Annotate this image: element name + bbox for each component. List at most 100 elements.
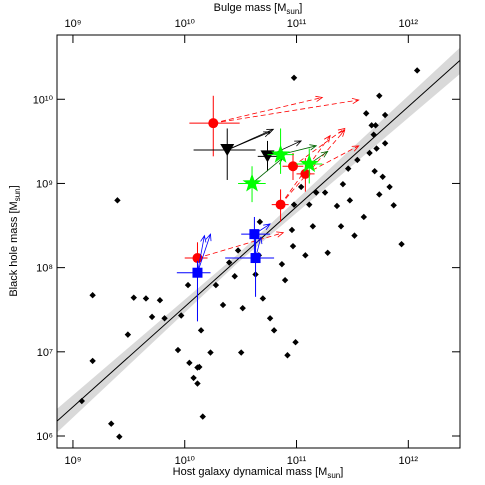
point [116, 433, 123, 440]
point [156, 297, 164, 304]
point [290, 201, 298, 208]
arrow-shaft [197, 234, 211, 273]
arrow-head [351, 145, 360, 152]
point [309, 223, 317, 230]
point [239, 304, 246, 312]
point [288, 226, 296, 234]
point [226, 259, 233, 266]
point [270, 327, 278, 334]
point [297, 183, 305, 191]
point [345, 165, 352, 172]
label-part: ] [8, 185, 20, 188]
x-axis-title: Host galaxy dynamical mass [Msun] [173, 466, 344, 480]
y-tick-label: 10⁹ [36, 178, 53, 190]
point [114, 197, 121, 204]
plot-area [57, 47, 460, 440]
point [370, 131, 377, 138]
arrow-shaft [213, 99, 359, 124]
point [148, 313, 156, 321]
point [284, 352, 291, 359]
point [390, 202, 397, 209]
y-tick-label: 10⁶ [36, 431, 53, 443]
marker-circle [287, 161, 298, 172]
marker-circle [275, 199, 286, 210]
point [124, 331, 132, 338]
label-sub: sun [13, 188, 22, 201]
point [238, 349, 245, 356]
label-part: Bulge mass [M [214, 2, 287, 14]
point [366, 149, 373, 157]
point [290, 74, 298, 81]
marker-triangle [220, 143, 235, 156]
marker-star [242, 173, 262, 192]
point [371, 167, 378, 175]
point [337, 223, 345, 230]
arrow-head [266, 128, 275, 135]
point [313, 189, 320, 196]
point [379, 173, 386, 180]
arrow-head [338, 129, 346, 137]
arrow-head [200, 234, 207, 243]
point [354, 156, 361, 164]
x2-tick-label: 10⁹ [64, 18, 81, 30]
point [346, 197, 354, 204]
y-axis-title: Black hole mass [Msun] [8, 185, 22, 296]
marker-circle [300, 168, 311, 179]
plot-frame [56, 34, 461, 449]
marker-square [192, 267, 203, 278]
point [266, 315, 274, 322]
point [289, 242, 297, 250]
point [381, 111, 389, 119]
arrow-head [263, 223, 271, 230]
arrow-head [294, 140, 303, 147]
point [231, 273, 238, 280]
marker-triangle [260, 150, 275, 163]
point [196, 363, 203, 371]
point [89, 292, 96, 299]
x-tick-label: 10¹¹ [287, 455, 307, 467]
point [381, 140, 389, 147]
point [372, 122, 379, 129]
point [199, 413, 206, 420]
point [373, 145, 380, 152]
arrow-head [205, 233, 212, 242]
point [281, 276, 289, 284]
label-part: Black hole mass [M [8, 201, 20, 296]
label-sub: sun [286, 7, 299, 16]
label-part: ] [299, 2, 302, 14]
point [161, 315, 168, 322]
point [413, 67, 421, 74]
point [89, 357, 96, 365]
x-tick-label: 10¹⁰ [175, 455, 196, 467]
point [130, 294, 137, 301]
point [207, 349, 214, 356]
arrow-shaft [197, 235, 205, 273]
x2-tick-label: 10¹¹ [287, 18, 307, 30]
point [376, 191, 383, 198]
point [362, 110, 370, 117]
label-part: ] [340, 466, 343, 478]
marker-circle [208, 118, 219, 129]
x2-tick-label: 10¹² [399, 18, 419, 30]
label-part: Host galaxy dynamical mass [M [173, 466, 328, 478]
arrow-head [276, 231, 285, 238]
arrow-head [256, 236, 263, 245]
point [398, 240, 405, 248]
arrow-head [263, 131, 272, 138]
point [259, 295, 267, 302]
arrow-head [320, 150, 329, 158]
point [78, 397, 85, 405]
arrow-head [315, 95, 324, 102]
arrow-shaft [213, 97, 323, 124]
point [178, 312, 185, 319]
marker-star [271, 144, 291, 163]
point [368, 122, 375, 129]
top-axis-title: Bulge mass [Msun] [214, 2, 303, 16]
arrow-shaft [251, 157, 283, 184]
point [321, 189, 329, 196]
point [256, 218, 264, 226]
x2-tick-label: 10¹⁰ [175, 18, 196, 30]
point [339, 180, 347, 188]
x-tick-label: 10¹² [399, 455, 419, 467]
point [302, 252, 309, 259]
